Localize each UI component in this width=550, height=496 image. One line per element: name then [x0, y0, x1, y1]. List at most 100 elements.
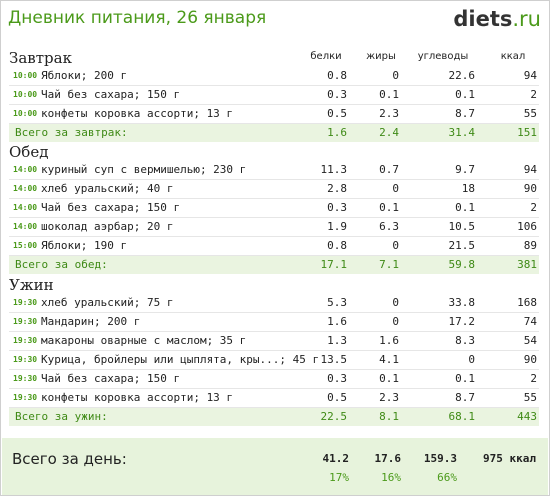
food-carbs: 0.1 — [455, 372, 475, 385]
meal-total-row: Всего за завтрак: 1.6 2.4 31.4 151 — [9, 124, 539, 142]
food-name: хлеб уральский; 75 г — [41, 296, 174, 309]
food-kcal: 2 — [530, 201, 537, 214]
total-fat: 2.4 — [379, 126, 399, 139]
food-fat: 2.3 — [379, 107, 399, 120]
food-kcal: 55 — [523, 391, 537, 404]
food-protein: 0.5 — [327, 107, 347, 120]
food-name: Чай без сахара; 150 г — [41, 372, 181, 385]
total-carbs: 59.8 — [448, 258, 476, 271]
total-carbs: 31.4 — [448, 126, 476, 139]
food-protein: 1.9 — [327, 220, 347, 233]
day-kcal: 975 ккал — [483, 452, 536, 465]
day-total-bar: Всего за день: 41.2 17.6 159.3 975 ккал … — [2, 438, 548, 495]
day-carbs-percent: 66% — [437, 471, 457, 484]
food-name: макароны оварные с маслом; 35 г — [41, 334, 247, 347]
meal-total-row: Всего за ужин: 22.5 8.1 68.1 443 — [9, 408, 539, 426]
food-protein: 11.3 — [320, 163, 348, 176]
food-carbs: 22.6 — [448, 69, 476, 82]
total-kcal: 443 — [517, 410, 537, 423]
food-row[interactable]: 19:30 Чай без сахара; 150 г 0.3 0.1 0.1 … — [9, 370, 539, 389]
day-fat: 17.6 — [374, 452, 402, 465]
food-row[interactable]: 14:00 хлеб уральский; 40 г 2.8 0 18 90 — [9, 180, 539, 199]
food-protein: 0.3 — [327, 201, 347, 214]
food-name: конфеты коровка ассорти; 13 г — [41, 391, 234, 404]
meal-total-label: Всего за ужин: — [15, 410, 108, 423]
food-row[interactable]: 19:30 конфеты коровка ассорти; 13 г 0.5 … — [9, 389, 539, 408]
food-row[interactable]: 19:30 Курица, бройлеры или цыплята, кры.… — [9, 351, 539, 370]
food-name: Чай без сахара; 150 г — [41, 88, 181, 101]
food-fat: 0.1 — [379, 88, 399, 101]
food-name: куриный суп с вермишелью; 230 г — [41, 163, 247, 176]
food-name: хлеб уральский; 40 г — [41, 182, 174, 195]
food-carbs: 8.7 — [455, 391, 475, 404]
food-protein: 0.8 — [327, 239, 347, 252]
food-time: 19:30 — [13, 374, 38, 383]
food-time: 10:00 — [13, 109, 38, 118]
food-row[interactable]: 14:00 куриный суп с вермишелью; 230 г 11… — [9, 161, 539, 180]
day-protein: 41.2 — [322, 452, 350, 465]
food-protein: 0.3 — [327, 88, 347, 101]
food-carbs: 10.5 — [448, 220, 476, 233]
day-fat-percent: 16% — [381, 471, 401, 484]
food-fat: 0 — [392, 182, 399, 195]
food-kcal: 2 — [530, 372, 537, 385]
total-kcal: 381 — [517, 258, 537, 271]
food-row[interactable]: 14:00 шоколад аэрбар; 20 г 1.9 6.3 10.5 … — [9, 218, 539, 237]
food-row[interactable]: 19:30 Мандарин; 200 г 1.6 0 17.2 74 — [9, 313, 539, 332]
food-name: конфеты коровка ассорти; 13 г — [41, 107, 234, 120]
food-carbs: 21.5 — [448, 239, 476, 252]
food-carbs: 0 — [468, 353, 475, 366]
food-carbs: 0.1 — [455, 201, 475, 214]
food-fat: 0 — [392, 239, 399, 252]
food-carbs: 0.1 — [455, 88, 475, 101]
meal-total-row: Всего за обед: 17.1 7.1 59.8 381 — [9, 256, 539, 274]
food-kcal: 90 — [523, 182, 537, 195]
food-time: 15:00 — [13, 241, 38, 250]
meal-title: Обед — [9, 143, 49, 161]
food-carbs: 8.7 — [455, 107, 475, 120]
total-protein: 22.5 — [320, 410, 348, 423]
food-row[interactable]: 19:30 макароны оварные с маслом; 35 г 1.… — [9, 332, 539, 351]
food-row[interactable]: 10:00 Яблоки; 200 г 0.8 0 22.6 94 — [9, 67, 539, 86]
food-kcal: 168 — [517, 296, 537, 309]
food-fat: 1.6 — [379, 334, 399, 347]
food-time: 14:00 — [13, 222, 38, 231]
total-fat: 8.1 — [379, 410, 399, 423]
food-name: шоколад аэрбар; 20 г — [41, 220, 174, 233]
food-protein: 0.5 — [327, 391, 347, 404]
meal-title: Завтрак — [9, 49, 72, 67]
food-row[interactable]: 10:00 конфеты коровка ассорти; 13 г 0.5 … — [9, 105, 539, 124]
food-kcal: 54 — [523, 334, 537, 347]
food-time: 19:30 — [13, 336, 38, 345]
food-time: 14:00 — [13, 165, 38, 174]
total-fat: 7.1 — [379, 258, 399, 271]
food-row[interactable]: 19:30 хлеб уральский; 75 г 5.3 0 33.8 16… — [9, 294, 539, 313]
meal-total-label: Всего за завтрак: — [15, 126, 128, 139]
food-row[interactable]: 15:00 Яблоки; 190 г 0.8 0 21.5 89 — [9, 237, 539, 256]
food-kcal: 2 — [530, 88, 537, 101]
food-protein: 1.6 — [327, 315, 347, 328]
col-header-fat: жиры — [366, 51, 396, 62]
food-name: Яблоки; 190 г — [41, 239, 128, 252]
food-time: 19:30 — [13, 393, 38, 402]
food-carbs: 9.7 — [455, 163, 475, 176]
food-name: Курица, бройлеры или цыплята, кры...; 45… — [41, 353, 320, 366]
food-protein: 2.8 — [327, 182, 347, 195]
logo-tld: .ru — [512, 7, 541, 31]
food-row[interactable]: 10:00 Чай без сахара; 150 г 0.3 0.1 0.1 … — [9, 86, 539, 105]
food-name: Чай без сахара; 150 г — [41, 201, 181, 214]
day-carbs: 159.3 — [423, 452, 457, 465]
food-kcal: 90 — [523, 353, 537, 366]
food-carbs: 18 — [461, 182, 475, 195]
food-time: 19:30 — [13, 317, 38, 326]
page-title: Дневник питания, 26 января — [8, 8, 267, 28]
day-protein-percent: 17% — [329, 471, 349, 484]
total-protein: 1.6 — [327, 126, 347, 139]
col-header-protein: белки — [310, 51, 342, 62]
food-carbs: 8.3 — [455, 334, 475, 347]
food-time: 10:00 — [13, 90, 38, 99]
food-fat: 0 — [392, 69, 399, 82]
food-row[interactable]: 14:00 Чай без сахара; 150 г 0.3 0.1 0.1 … — [9, 199, 539, 218]
site-logo[interactable]: diets.ru — [453, 7, 541, 31]
